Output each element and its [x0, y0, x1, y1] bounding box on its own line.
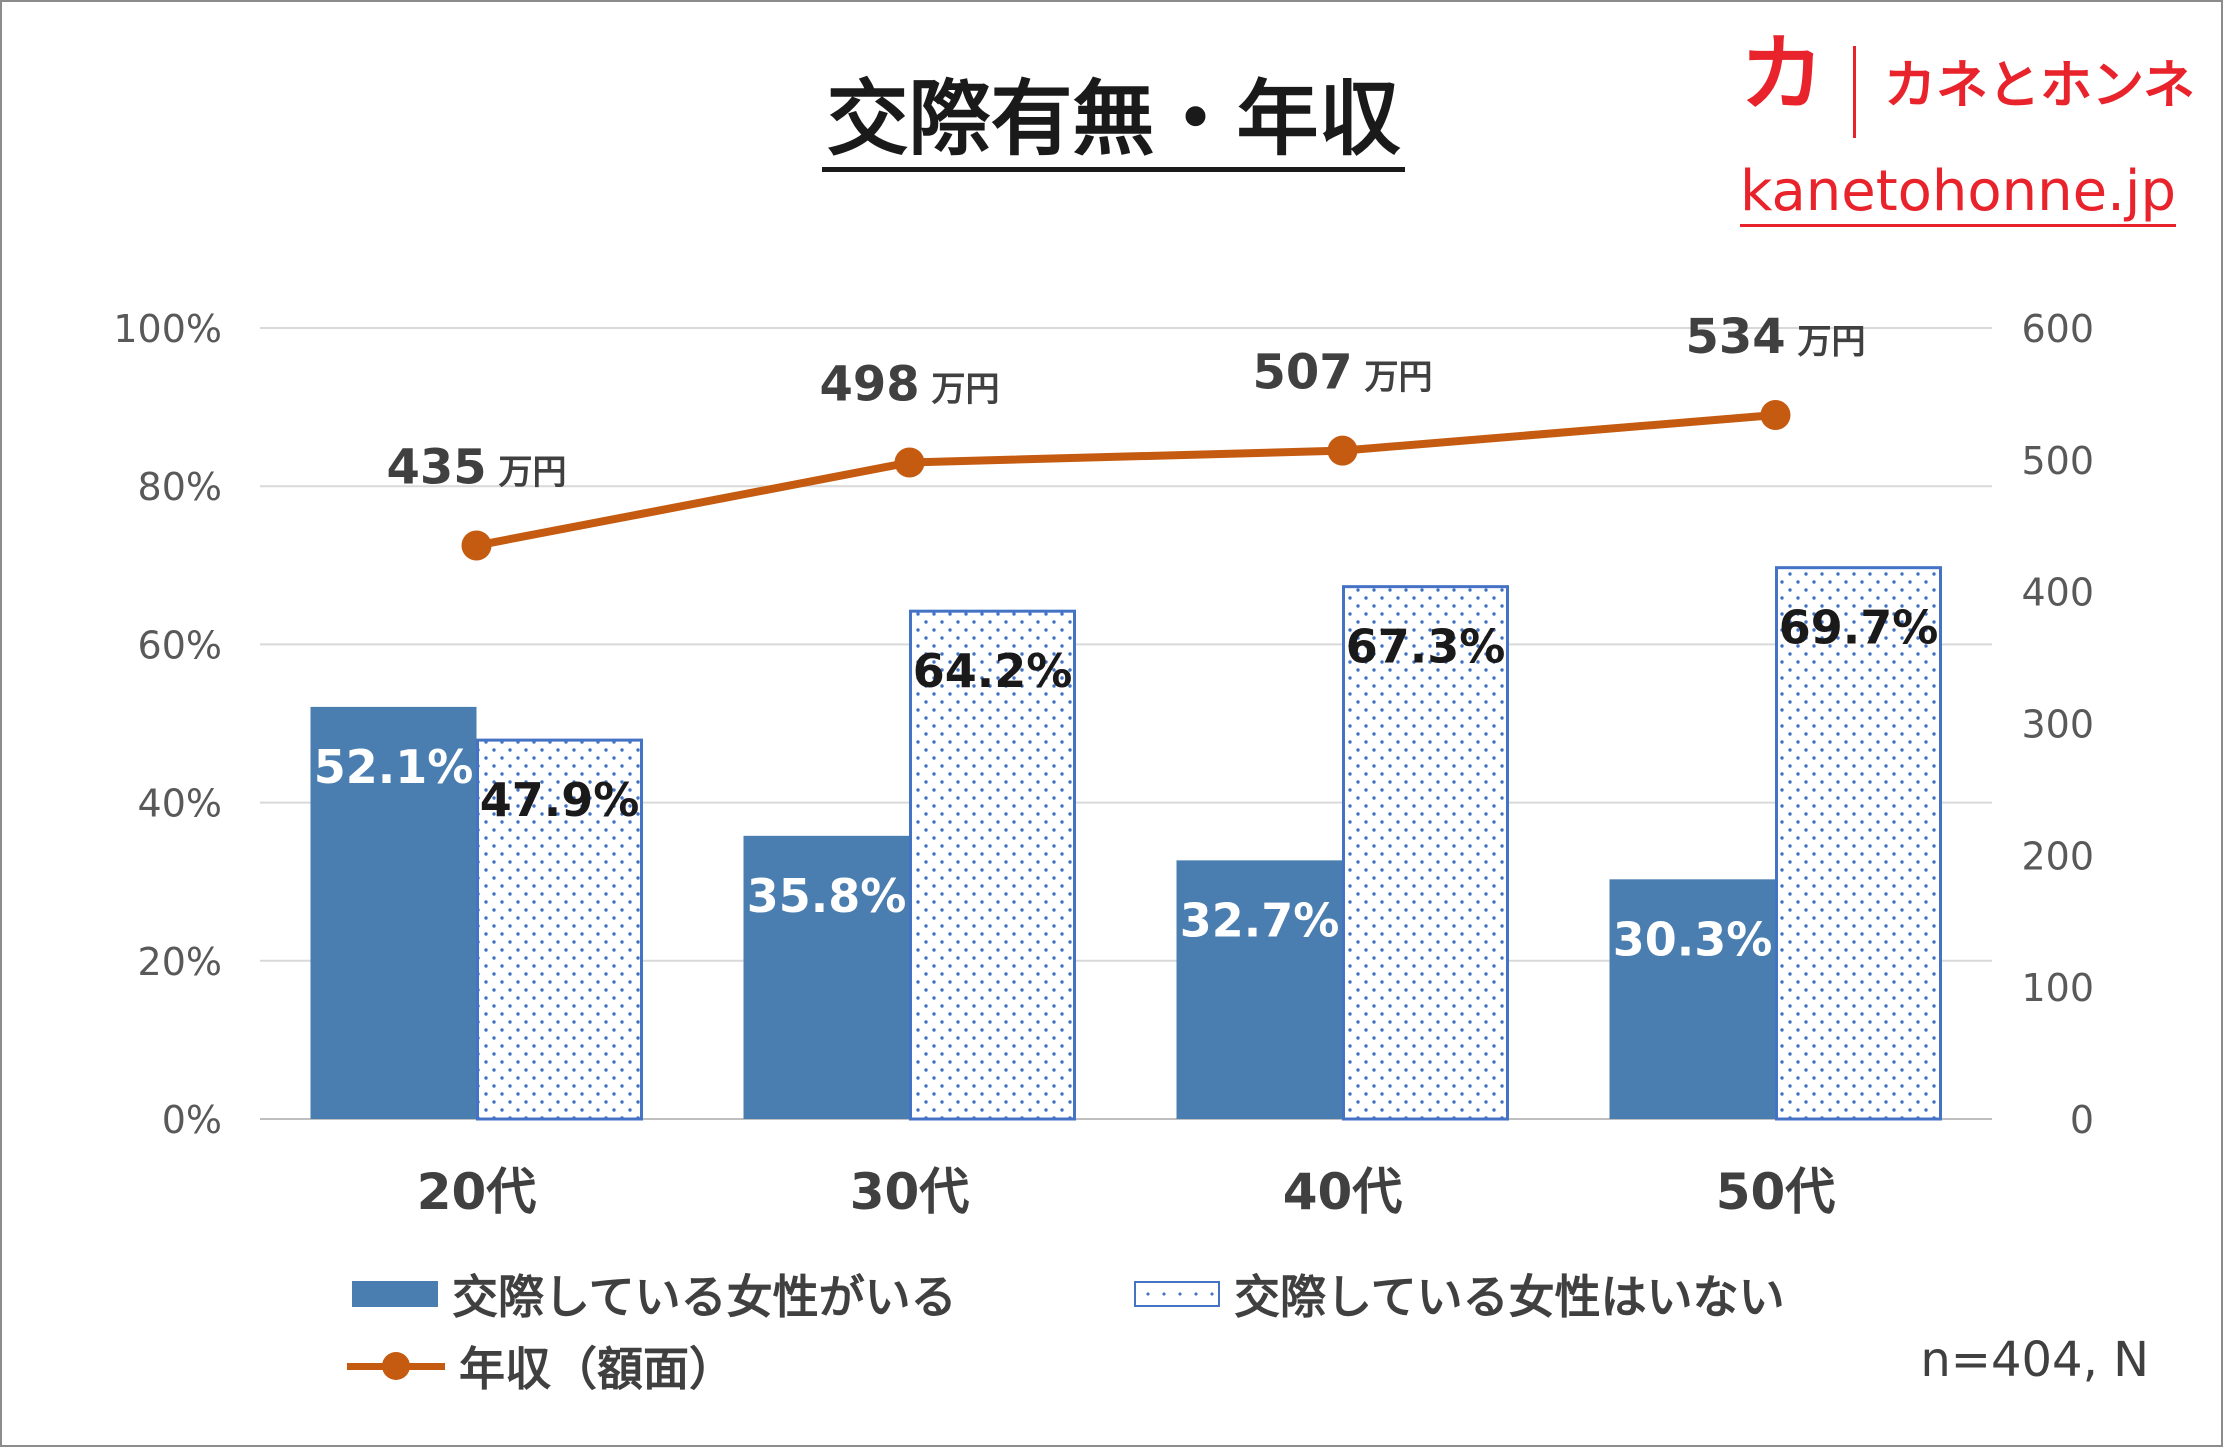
right-axis-tick-label: 600 [2021, 307, 2094, 351]
right-axis-tick-label: 0 [2070, 1098, 2094, 1142]
legend-label-income: 年収（額面） [459, 1342, 735, 1396]
income-data-label: 534 万円 [1685, 309, 1865, 365]
bar-dating-data-label: 32.7% [1180, 893, 1340, 947]
legend-item-not-dating: 交際している女性はいない [1134, 1264, 1785, 1324]
brand-logo-mark: カ [1740, 25, 1825, 123]
left-axis-tick-label: 80% [138, 465, 222, 509]
brand-name: カネとホンネ [1884, 56, 2195, 116]
chart-title: 交際有無・年収 [2, 52, 2223, 172]
income-data-label: 498 万円 [819, 356, 999, 412]
category-label: 30代 [850, 1163, 970, 1221]
legend-label-not-dating: 交際している女性はいない [1234, 1270, 1785, 1324]
left-axis-tick-label: 100% [113, 307, 222, 351]
bar-dating [1176, 860, 1343, 1119]
income-point [1327, 435, 1358, 466]
category-label: 40代 [1283, 1163, 1403, 1221]
category-label: 50代 [1716, 1163, 1836, 1221]
right-axis-tick-label: 100 [2021, 966, 2094, 1010]
right-axis-tick-label: 500 [2021, 439, 2094, 483]
bar-dating [310, 706, 477, 1119]
income-data-label: 507 万円 [1252, 345, 1432, 401]
income-data-label: 435 万円 [386, 440, 566, 496]
bar-not-dating [909, 609, 1076, 1121]
bar-dating-data-label: 35.8% [747, 869, 907, 923]
bar-not-dating-data-label: 64.2% [913, 644, 1073, 698]
bar-dating-data-label: 30.3% [1613, 912, 1773, 966]
legend-swatch-line [347, 1351, 445, 1381]
income-line [475, 411, 1776, 550]
legend-swatch-dotted [1134, 1281, 1220, 1307]
bar-dating [1609, 879, 1776, 1119]
bar-not-dating [476, 738, 643, 1121]
legend-swatch-solid [352, 1281, 438, 1307]
right-axis-tick-label: 300 [2021, 703, 2094, 747]
income-point [894, 447, 925, 478]
left-axis-tick-label: 20% [138, 940, 222, 984]
legend-label-dating: 交際している女性がいる [452, 1270, 957, 1324]
right-axis-tick-label: 400 [2021, 571, 2094, 615]
income-point [1760, 400, 1791, 431]
left-axis-tick-label: 0% [162, 1098, 222, 1142]
sample-size-note: n=404, N [1920, 1332, 2149, 1388]
legend-item-income: 年収（額面） [347, 1336, 735, 1396]
bar-dating-data-label: 52.1% [314, 740, 474, 794]
right-axis-tick-label: 200 [2021, 834, 2094, 878]
category-label: 20代 [417, 1163, 537, 1221]
left-axis-tick-label: 40% [138, 782, 222, 826]
left-axis-tick-label: 60% [138, 623, 222, 667]
bar-not-dating-data-label: 47.9% [480, 773, 640, 827]
brand-url-link[interactable]: kanetohonne.jp [1740, 159, 2177, 228]
bar-not-dating [1775, 566, 1942, 1121]
brand-separator [1853, 46, 1856, 138]
bar-dating [743, 835, 910, 1119]
bar-not-dating-data-label: 69.7% [1779, 601, 1939, 655]
bar-not-dating [1342, 585, 1509, 1121]
income-point [461, 530, 492, 561]
bar-not-dating-data-label: 67.3% [1346, 620, 1506, 674]
legend-item-dating: 交際している女性がいる [352, 1264, 957, 1324]
